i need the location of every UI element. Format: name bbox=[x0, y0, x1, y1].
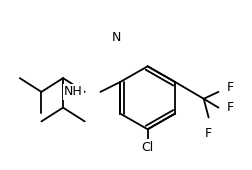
Text: N: N bbox=[112, 31, 122, 44]
Text: NH: NH bbox=[64, 85, 83, 98]
Text: F: F bbox=[226, 101, 233, 114]
Text: Cl: Cl bbox=[142, 141, 154, 154]
Text: F: F bbox=[205, 127, 212, 140]
Text: F: F bbox=[226, 81, 233, 95]
